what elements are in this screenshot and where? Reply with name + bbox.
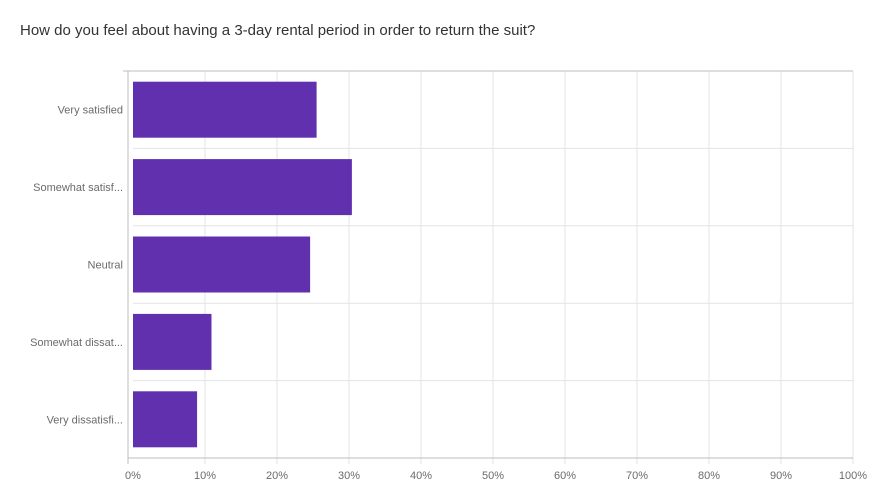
x-tick-label: 70% bbox=[626, 470, 648, 482]
x-tick-label: 100% bbox=[839, 470, 867, 482]
x-tick-label: 30% bbox=[338, 470, 360, 482]
category-label: Very satisfied bbox=[58, 105, 123, 117]
category-label: Very dissatisfi... bbox=[47, 414, 123, 426]
x-tick-label: 0% bbox=[125, 470, 141, 482]
x-tick-label: 60% bbox=[554, 470, 576, 482]
bar[interactable] bbox=[133, 313, 212, 370]
x-tick-label: 80% bbox=[698, 470, 720, 482]
bar[interactable] bbox=[133, 391, 198, 448]
bars bbox=[133, 81, 352, 448]
question-title: How do you feel about having a 3-day ren… bbox=[20, 22, 536, 39]
category-label: Somewhat satisf... bbox=[33, 182, 123, 194]
bar[interactable] bbox=[133, 236, 311, 293]
x-axis-tick-labels: 0% 10% 20% 30% 40% 50% 60% 70% 80% 90% 100% bbox=[125, 470, 867, 482]
x-tick-label: 20% bbox=[266, 470, 288, 482]
category-label: Somewhat dissat... bbox=[30, 337, 123, 349]
x-tick-label: 50% bbox=[482, 470, 504, 482]
bar[interactable] bbox=[133, 159, 352, 216]
axes bbox=[127, 71, 853, 464]
x-tick-label: 90% bbox=[770, 470, 792, 482]
category-labels: Very satisfied Somewhat satisf... Neutral S… bbox=[30, 105, 123, 427]
category-label: Neutral bbox=[88, 260, 123, 272]
bar[interactable] bbox=[133, 81, 317, 138]
x-tick-label: 40% bbox=[410, 470, 432, 482]
x-tick-label: 10% bbox=[194, 470, 216, 482]
